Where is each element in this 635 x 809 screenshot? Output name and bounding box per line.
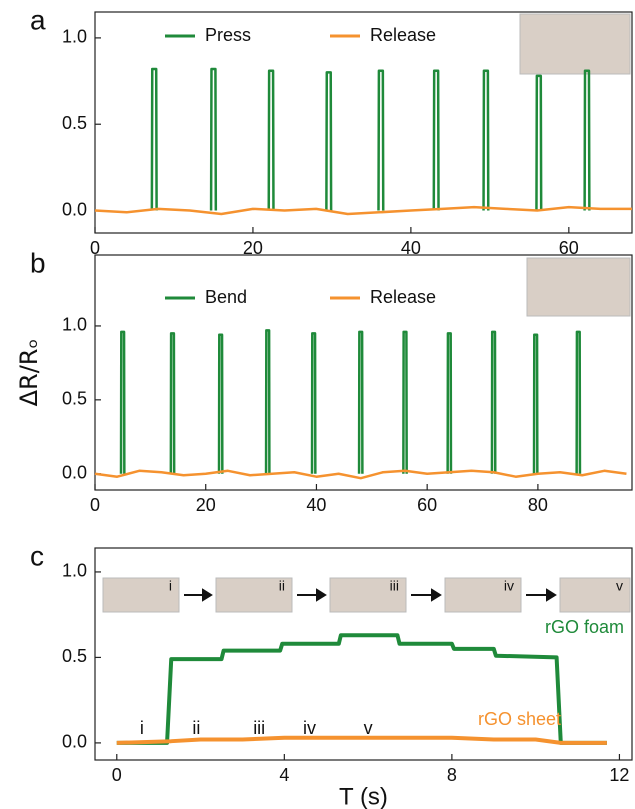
x-tick-label: 20	[243, 238, 263, 258]
legend-label: Release	[370, 287, 436, 307]
series-line	[116, 735, 607, 745]
x-tick-label: 60	[417, 495, 437, 515]
x-tick-label: 4	[279, 765, 289, 785]
y-tick-label: 0.5	[62, 113, 87, 133]
y-tick-label: 1.0	[62, 315, 87, 335]
panel-label: c	[30, 540, 44, 571]
series-label: rGO sheet	[478, 709, 561, 729]
legend-label: Press	[205, 25, 251, 45]
annotation: iii	[253, 718, 265, 738]
y-tick-label: 0.0	[62, 199, 87, 219]
x-tick-label: 12	[609, 765, 629, 785]
y-tick-label: 0.5	[62, 646, 87, 666]
y-axis-title: ΔR/Rₒ	[15, 339, 43, 407]
x-tick-label: 0	[90, 238, 100, 258]
inset-label: iv	[504, 578, 514, 594]
y-tick-label: 0.5	[62, 389, 87, 409]
plot-frame	[94, 11, 633, 234]
inset-photo	[102, 577, 180, 613]
inset-label: i	[169, 578, 172, 594]
annotation: iv	[303, 718, 316, 738]
x-tick-label: 8	[447, 765, 457, 785]
annotation: ii	[192, 718, 200, 738]
inset-photo	[444, 577, 522, 613]
x-tick-label: 0	[112, 765, 122, 785]
x-axis-title: T (s)	[339, 783, 388, 809]
x-tick-label: 40	[401, 238, 421, 258]
series-line	[94, 205, 632, 216]
annotation: v	[364, 718, 373, 738]
x-tick-label: 40	[306, 495, 326, 515]
inset-photo	[519, 13, 631, 75]
panel-label: a	[30, 4, 46, 35]
inset-photo	[215, 577, 293, 613]
panel-label: b	[30, 247, 46, 278]
y-tick-label: 1.0	[62, 561, 87, 581]
y-tick-label: 0.0	[62, 462, 87, 482]
series-label: rGO foam	[545, 617, 624, 637]
series-line	[94, 469, 627, 480]
insets	[102, 13, 631, 613]
inset-label: v	[616, 578, 623, 594]
series-line	[116, 633, 607, 745]
inset-photo	[329, 577, 407, 613]
x-tick-label: 60	[559, 238, 579, 258]
y-tick-label: 0.0	[62, 732, 87, 752]
series-line	[119, 329, 582, 474]
plot-frame	[94, 254, 633, 491]
plot-frame	[94, 547, 633, 761]
inset-label: iii	[390, 578, 399, 594]
inset-photo	[559, 577, 631, 613]
inset-label: ii	[279, 578, 285, 594]
annotation: i	[140, 718, 144, 738]
y-tick-label: 1.0	[62, 27, 87, 47]
legend-label: Bend	[205, 287, 247, 307]
x-tick-label: 0	[90, 495, 100, 515]
series-line	[150, 67, 591, 211]
inset-photo	[526, 257, 631, 317]
legend-label: Release	[370, 25, 436, 45]
x-tick-label: 20	[196, 495, 216, 515]
arrows	[184, 588, 557, 602]
x-tick-label: 80	[528, 495, 548, 515]
